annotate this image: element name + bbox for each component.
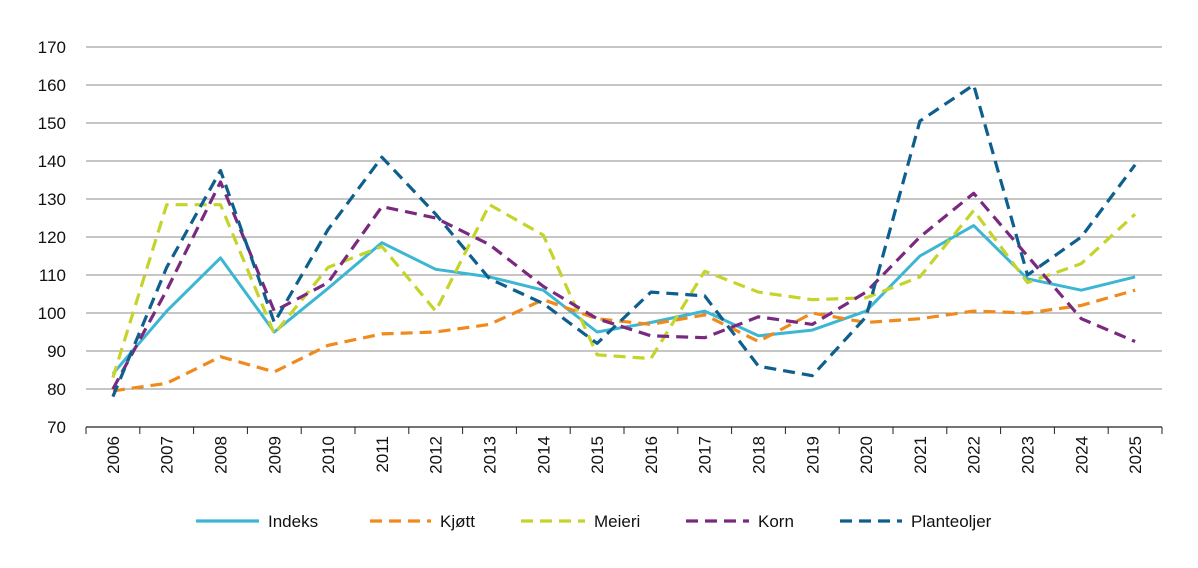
y-tick-label: 140 <box>38 152 66 171</box>
series-line-planteoljer <box>111 83 1137 398</box>
x-tick-label: 2024 <box>1072 436 1091 474</box>
legend-item-korn: Korn <box>686 512 794 531</box>
y-tick-label: 150 <box>38 114 66 133</box>
x-tick-label: 2007 <box>158 436 177 474</box>
y-tick-label: 170 <box>38 38 66 57</box>
legend-label: Planteoljer <box>911 512 992 531</box>
y-tick-label: 130 <box>38 190 66 209</box>
legend-label: Indeks <box>268 512 318 531</box>
y-axis-tick-labels: 70 80 90 100 110 120 130 140 150 160 170 <box>38 38 66 437</box>
x-tick-label: 2017 <box>696 436 715 474</box>
x-tick-label: 2009 <box>265 436 284 474</box>
x-tick-label: 2012 <box>427 436 446 474</box>
y-tick-label: 110 <box>39 266 66 285</box>
y-tick-label: 70 <box>47 418 66 437</box>
legend-label: Korn <box>758 512 794 531</box>
x-tick-label: 2010 <box>319 436 338 474</box>
y-tick-label: 100 <box>38 304 66 323</box>
series-line-meieri <box>111 203 1137 379</box>
x-tick-label: 2015 <box>588 436 607 474</box>
x-tick-label: 2022 <box>965 436 984 474</box>
x-tick-label: 2013 <box>481 436 500 474</box>
legend-item-meieri: Meieri <box>521 512 640 531</box>
x-tick-label: 2020 <box>857 436 876 474</box>
x-tick-label: 2018 <box>750 436 769 474</box>
x-tick-label: 2025 <box>1126 436 1145 474</box>
gridlines <box>86 46 1162 428</box>
x-tick-label: 2011 <box>373 436 392 473</box>
x-tick-label: 2021 <box>911 436 930 474</box>
x-tick-label: 2019 <box>803 436 822 474</box>
y-tick-label: 120 <box>38 228 66 247</box>
x-tick-label: 2006 <box>104 436 123 474</box>
legend-label: Meieri <box>594 512 640 531</box>
series-line-korn <box>111 180 1136 390</box>
x-axis: 2006 2007 2008 2009 2010 2011 2012 2013 2014 2015… <box>85 427 1163 474</box>
x-tick-label: 2023 <box>1019 436 1038 474</box>
x-tick-label: 2008 <box>212 436 231 474</box>
legend-label: Kjøtt <box>440 512 475 531</box>
series-line-kjøtt <box>112 288 1136 393</box>
legend-item-indeks: Indeks <box>196 512 318 531</box>
series-lines <box>111 83 1137 398</box>
legend: Indeks Kjøtt Meieri Korn Planteoljer <box>196 512 992 531</box>
x-tick-label: 2014 <box>534 436 553 474</box>
y-tick-label: 90 <box>47 342 66 361</box>
y-tick-label: 80 <box>47 380 66 399</box>
legend-item-planteoljer: Planteoljer <box>840 512 992 531</box>
x-tick-label: 2016 <box>642 436 661 474</box>
y-tick-label: 160 <box>38 76 66 95</box>
legend-item-kjøtt: Kjøtt <box>370 512 475 531</box>
